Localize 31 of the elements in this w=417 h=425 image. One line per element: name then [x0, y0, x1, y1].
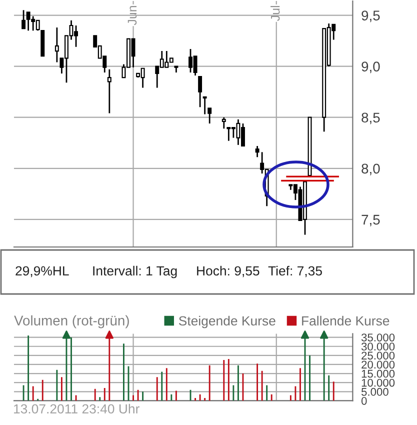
y-tick-label: 8,5 — [362, 112, 380, 124]
y-tick-label: 0 — [361, 396, 367, 405]
text: 13.07.2011 23:40 Uhr — [14, 404, 140, 414]
candlestick — [202, 96, 207, 115]
candlestick — [208, 107, 212, 124]
y-tick-label: 25.000 — [362, 352, 395, 360]
y-tick-label: 7,5 — [362, 214, 380, 226]
candlestick — [54, 26, 59, 63]
candlestick — [22, 9, 26, 30]
y-tick-label: 35.000 — [361, 334, 395, 342]
text: Intervall: 1 Tag — [93, 266, 177, 278]
y-tick-label: 9,0 — [362, 62, 380, 74]
y-tick-label: 5.000 — [361, 388, 388, 396]
text: 29,9%HL — [16, 266, 69, 278]
candlestick — [255, 145, 260, 158]
y-tick-label: 20.000 — [362, 360, 395, 369]
y-tick-label: 8,0 — [362, 164, 380, 176]
y-tick-label: 10.000 — [362, 378, 395, 387]
legend-label: Steigende Kurse — [178, 316, 276, 328]
text: Tief: 7,35 — [268, 266, 322, 278]
y-tick-label: 30.000 — [361, 342, 395, 351]
chart-title: Volumen (rot-grün) — [14, 315, 129, 328]
candlestick — [198, 76, 202, 108]
y-tick-label: 15.000 — [362, 370, 395, 378]
x-tick-label: Jun — [128, 6, 137, 26]
candlestick — [222, 116, 226, 130]
text: Hoch: 9,55 — [197, 266, 260, 278]
candlestick — [107, 68, 112, 114]
legend-label: Fallende Kurse — [302, 316, 390, 326]
x-tick-label: Jul — [270, 6, 280, 21]
y-tick-label: 9,5 — [362, 10, 380, 22]
